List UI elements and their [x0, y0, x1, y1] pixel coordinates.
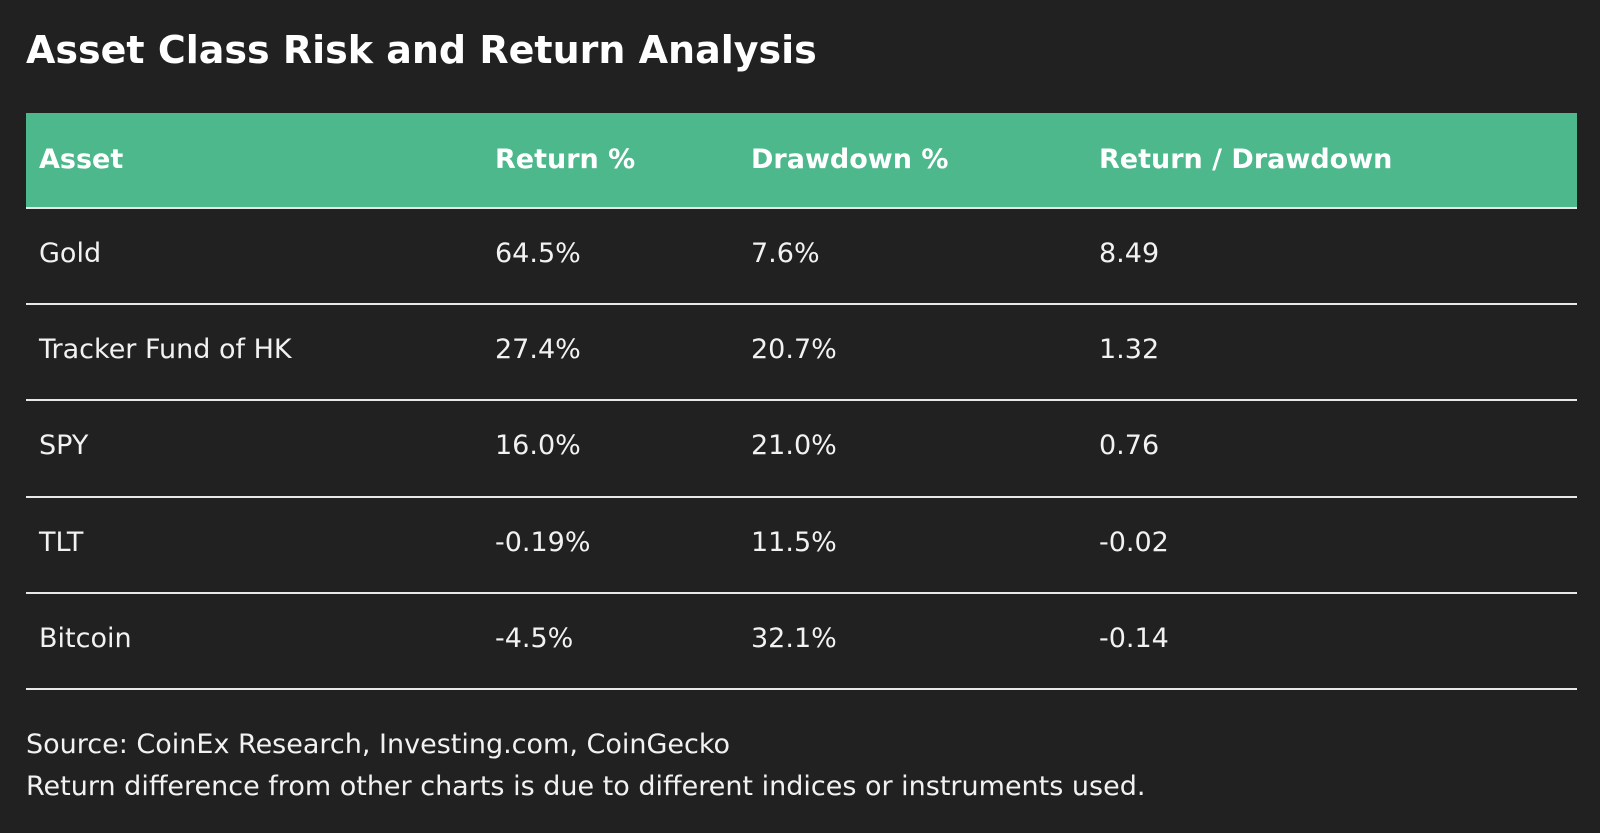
column-header: Asset	[39, 144, 124, 175]
column-header: Drawdown %	[751, 144, 949, 175]
table-cell: -0.19%	[495, 526, 591, 558]
table-cell: 8.49	[1099, 238, 1160, 269]
row-divider	[26, 688, 1577, 690]
table-cell: -0.02	[1099, 526, 1169, 558]
table-cell: 7.6%	[751, 238, 820, 269]
table-cell: 16.0%	[495, 430, 581, 462]
table-cell: Bitcoin	[39, 622, 132, 654]
table-cell: TLT	[39, 526, 84, 558]
table-cell: -0.14	[1099, 622, 1169, 654]
row-divider	[26, 591, 1577, 594]
row-divider	[26, 399, 1577, 402]
table-cell: SPY	[39, 430, 89, 462]
table-cell: 0.76	[1099, 430, 1160, 462]
table-cell: 64.5%	[495, 238, 581, 269]
footnote: Return difference from other charts is d…	[26, 771, 1146, 802]
column-header: Return / Drawdown	[1099, 144, 1393, 175]
row-divider	[26, 495, 1577, 498]
table-cell: 21.0%	[751, 430, 837, 462]
table-cell: 1.32	[1099, 334, 1160, 366]
table-cell: Gold	[39, 238, 102, 269]
table-cell: 20.7%	[751, 334, 837, 366]
table-header	[26, 113, 1577, 209]
table-cell: 32.1%	[751, 622, 837, 654]
table-cell: -4.5%	[495, 622, 574, 654]
title: Asset Class Risk and Return Analysis	[26, 28, 817, 72]
table-cell: 27.4%	[495, 334, 581, 366]
footnote: Source: CoinEx Research, Investing.com, …	[26, 729, 731, 760]
table-cell: Tracker Fund of HK	[39, 334, 292, 366]
row-divider	[26, 303, 1577, 306]
table-cell: 11.5%	[751, 526, 837, 558]
column-header: Return %	[495, 144, 636, 175]
